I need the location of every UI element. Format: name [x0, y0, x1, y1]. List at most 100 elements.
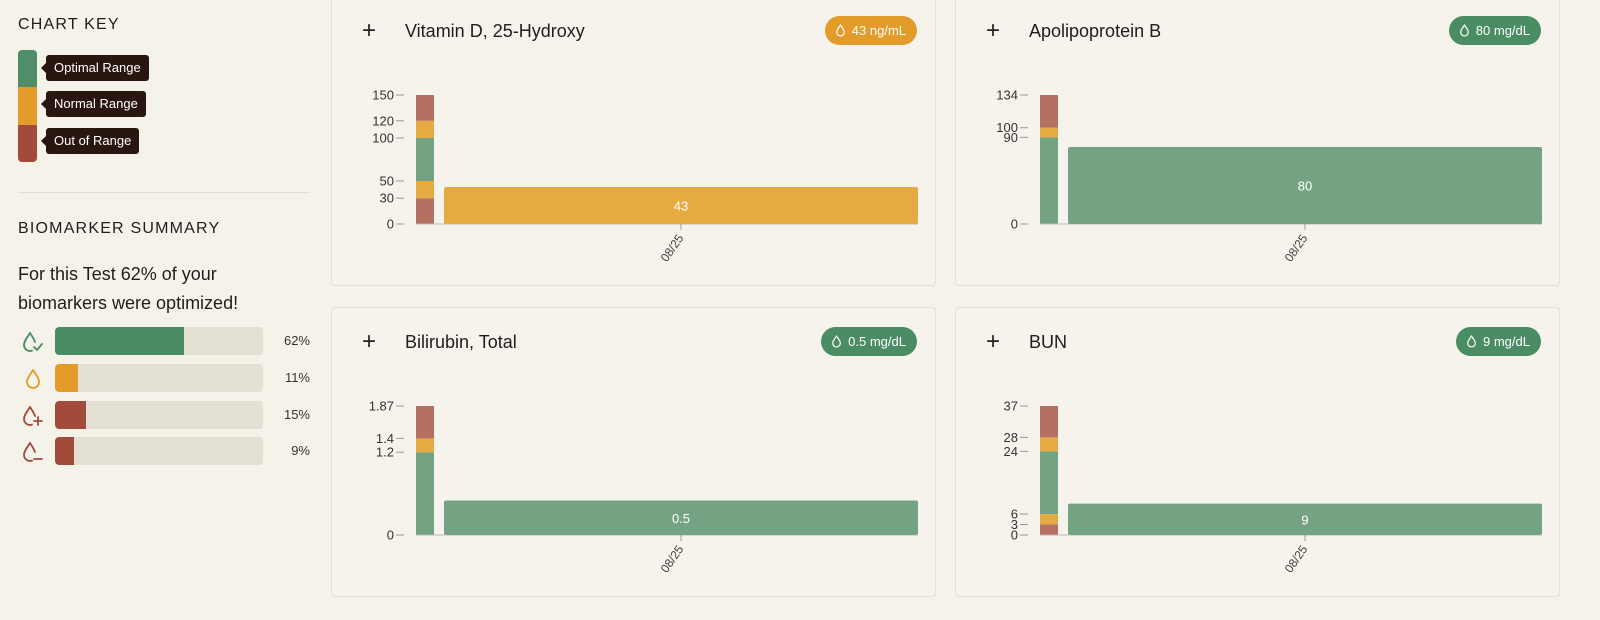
- summary-fill-normal: [55, 364, 78, 392]
- drop-check-icon: [832, 335, 842, 348]
- summary-fill-high: [55, 401, 87, 429]
- status-badge: 43 ng/mL: [824, 16, 917, 45]
- summary-track-optimal: [55, 327, 263, 355]
- summary-fill-optimal: [55, 327, 184, 355]
- x-tick-label: 08/25: [1282, 542, 1311, 575]
- expand-plus-icon[interactable]: +: [986, 17, 1001, 44]
- status-badge: 0.5 mg/dL: [821, 327, 917, 356]
- y-tick-label: 1.4: [376, 431, 394, 446]
- y-tick-label: 30: [380, 191, 394, 206]
- expand-plus-icon[interactable]: +: [362, 328, 377, 355]
- badge-value: 0.5 mg/dL: [848, 334, 906, 349]
- y-tick-label: 6: [1011, 507, 1018, 522]
- y-tick-label: 90: [1004, 130, 1018, 145]
- normal-swatch: [18, 87, 37, 125]
- sidebar-divider: [18, 192, 310, 193]
- y-tick-label: 37: [1004, 399, 1018, 414]
- range-band: [416, 452, 434, 535]
- summary-row-normal: 11%: [18, 364, 318, 392]
- range-band: [1040, 437, 1058, 452]
- card-title: Apolipoprotein B: [1029, 21, 1162, 41]
- badge-value: 43 ng/mL: [851, 23, 906, 38]
- status-badge: 9 mg/dL: [1456, 327, 1541, 356]
- expand-plus-icon[interactable]: +: [362, 17, 377, 44]
- optimal-range-label: Optimal Range: [41, 55, 149, 81]
- y-tick-label: 1.2: [376, 445, 394, 460]
- summary-row-high: 15%: [18, 401, 318, 429]
- range-band: [1040, 524, 1058, 535]
- y-tick-label: 120: [372, 113, 394, 128]
- summary-row-optimal: 62%: [18, 327, 318, 355]
- card-title: Bilirubin, Total: [405, 332, 517, 352]
- y-tick-label: 0: [1011, 528, 1018, 543]
- biomarker-card-bun[interactable]: 0 3 6 24 28 37 9 08/25 + BUN 9 mg/dL: [955, 307, 1560, 597]
- chart-key-color-bar: [18, 50, 37, 162]
- value-bar: [444, 187, 918, 224]
- x-tick-label: 08/25: [658, 542, 687, 575]
- range-band: [1040, 514, 1058, 525]
- out-of-range-swatch: [18, 124, 37, 162]
- range-band: [416, 198, 434, 224]
- range-band: [416, 120, 434, 138]
- summary-percent-optimal: 62%: [283, 333, 310, 348]
- chart-vitamin-d: 0 30 50 100 120 150 43 08/25: [372, 88, 918, 264]
- y-tick-label: 134: [996, 88, 1018, 103]
- summary-percent-normal: 11%: [284, 370, 310, 385]
- drop-check-icon: [1467, 335, 1476, 348]
- y-tick-label: 100: [372, 131, 394, 146]
- chart-key-title: CHART KEY: [18, 16, 120, 33]
- summary-track-high: [55, 401, 263, 429]
- badge-value: 80 mg/dL: [1475, 23, 1530, 38]
- biomarker-card-bilirubin[interactable]: 0 1.2 1.4 1.87 0.5 08/25 + Bilirubin, Total 0…: [331, 307, 936, 597]
- range-band: [416, 406, 434, 439]
- biomarker-card-vitamin-d[interactable]: 0 30 50 100 120 150 43 08/25 + Vitamin D, 25-Hy…: [331, 0, 936, 286]
- sidebar: CHART KEY Optimal Range Normal Range Out…: [18, 0, 310, 620]
- x-tick-label: 08/25: [658, 231, 687, 264]
- range-band: [416, 438, 434, 453]
- y-tick-label: 0: [387, 217, 394, 232]
- range-band: [1040, 406, 1058, 438]
- range-band-cap: [416, 406, 434, 412]
- summary-percent-low: 9%: [291, 443, 310, 458]
- range-band: [1040, 95, 1058, 128]
- optimal-swatch: [18, 50, 37, 88]
- drop-minus-icon: [23, 442, 43, 462]
- range-band: [416, 181, 434, 199]
- summary-fill-low: [55, 437, 74, 465]
- y-tick-label: 3: [1011, 517, 1018, 532]
- chart-bilirubin: 0 1.21.4 1.87 0.5 08/25: [369, 399, 918, 575]
- summary-row-low: 9%: [18, 437, 318, 465]
- value-bar-label: 9: [1301, 512, 1308, 527]
- biomarker-card-apob[interactable]: 0 90 100 134 80 08/25 + Apolipoprotein B 80 m…: [955, 0, 1560, 286]
- drop-plus-icon: [23, 406, 43, 426]
- y-tick-label: 1.87: [369, 399, 394, 414]
- value-bar: [1068, 146, 1542, 224]
- normal-range-label: Normal Range: [41, 91, 146, 117]
- y-tick-label: 150: [372, 88, 394, 103]
- drop-check-icon: [23, 332, 43, 352]
- y-tick-label: 0: [1011, 217, 1018, 232]
- summary-percent-high: 15%: [283, 407, 310, 422]
- value-bar-label: 0.5: [672, 511, 690, 526]
- range-band-cap: [416, 95, 434, 101]
- biomarker-summary-title: BIOMARKER SUMMARY: [18, 220, 221, 237]
- range-band: [416, 138, 434, 181]
- expand-plus-icon[interactable]: +: [986, 328, 1001, 355]
- card-title: BUN: [1029, 332, 1068, 352]
- drop-icon: [835, 24, 845, 37]
- drop-check-icon: [1459, 24, 1469, 37]
- drop-icon: [26, 369, 40, 389]
- y-tick-label: 24: [1004, 444, 1018, 459]
- value-bar: [444, 500, 918, 535]
- range-band: [1040, 451, 1058, 515]
- range-band: [1040, 127, 1058, 138]
- y-tick-label: 50: [380, 174, 394, 189]
- summary-track-low: [55, 437, 263, 465]
- y-tick-label: 0: [387, 528, 394, 543]
- range-band-cap: [1040, 95, 1058, 101]
- y-tick-label: 28: [1004, 430, 1018, 445]
- y-tick-label: 100: [996, 120, 1018, 135]
- value-bar: [1068, 503, 1542, 535]
